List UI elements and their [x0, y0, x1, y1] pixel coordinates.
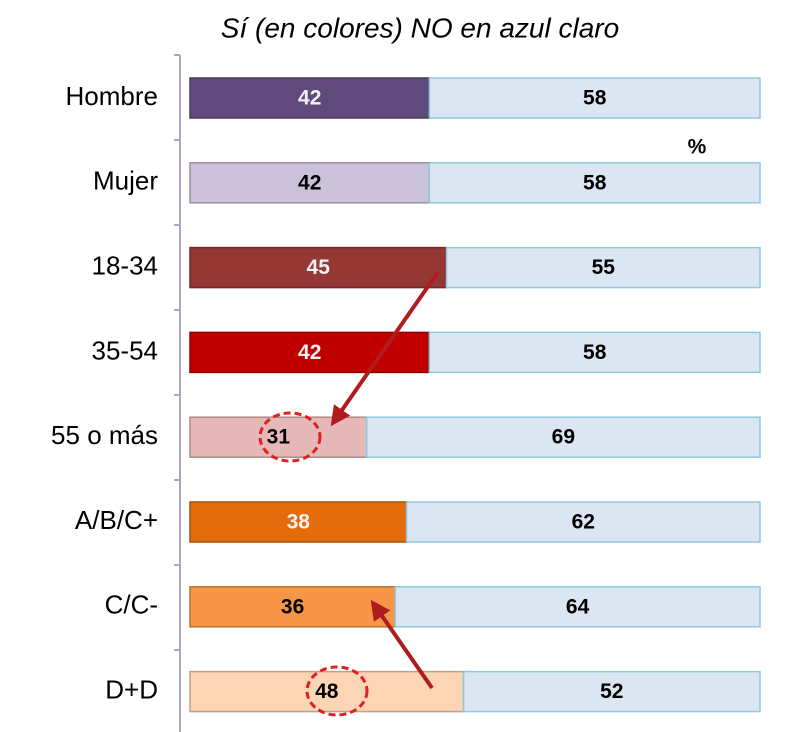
- bar-segment: [405, 501, 761, 543]
- data-label: 36: [281, 595, 304, 618]
- y-tick-label: 18-34: [92, 250, 159, 280]
- bar-segment: [462, 670, 761, 713]
- y-axis-ticks: [174, 54, 180, 651]
- y-tick-label: Hombre: [66, 81, 158, 111]
- arrow: [330, 270, 440, 427]
- data-label: 31: [267, 426, 291, 449]
- data-label: 52: [600, 680, 623, 703]
- y-tick-label: 35-54: [92, 335, 159, 365]
- arrow: [370, 599, 434, 690]
- data-label: 42: [298, 341, 321, 364]
- bar-segment: [445, 246, 761, 289]
- bar-segment: [428, 331, 761, 374]
- bar-segment: [428, 77, 761, 119]
- bar-segment: [189, 162, 431, 204]
- bar-segment: [189, 670, 465, 713]
- data-label: 42: [298, 87, 321, 110]
- bar-segment: [428, 162, 761, 204]
- data-label: 58: [583, 87, 607, 110]
- y-tick-label: D+D: [105, 674, 158, 704]
- data-label: 58: [583, 171, 607, 194]
- data-label: 45: [307, 256, 331, 279]
- bar-segment: [189, 246, 448, 289]
- highlight-circle: [305, 665, 369, 717]
- data-label: 42: [298, 171, 321, 194]
- data-label: 48: [315, 680, 339, 703]
- bar-segment: [394, 586, 761, 628]
- data-label: 38: [287, 511, 311, 534]
- data-label: 55: [592, 256, 616, 279]
- data-label: 69: [552, 426, 575, 449]
- highlight-circle: [258, 411, 322, 463]
- data-label: 64: [566, 595, 590, 618]
- y-tick-label: Mujer: [93, 166, 158, 196]
- highlights: [258, 411, 369, 717]
- chart-title: Sí (en colores) NO en azul claro: [221, 12, 619, 43]
- y-tick-label: C/C-: [105, 590, 158, 620]
- data-label: 58: [583, 341, 607, 364]
- unit-annotation: %: [688, 136, 707, 159]
- bar-segment: [189, 501, 408, 543]
- y-tick-label: 55 o más: [51, 420, 158, 450]
- y-tick-label: A/B/C+: [75, 505, 158, 535]
- bar-segment: [189, 586, 396, 628]
- bar-segment: [365, 416, 761, 458]
- data-label: 62: [572, 511, 595, 534]
